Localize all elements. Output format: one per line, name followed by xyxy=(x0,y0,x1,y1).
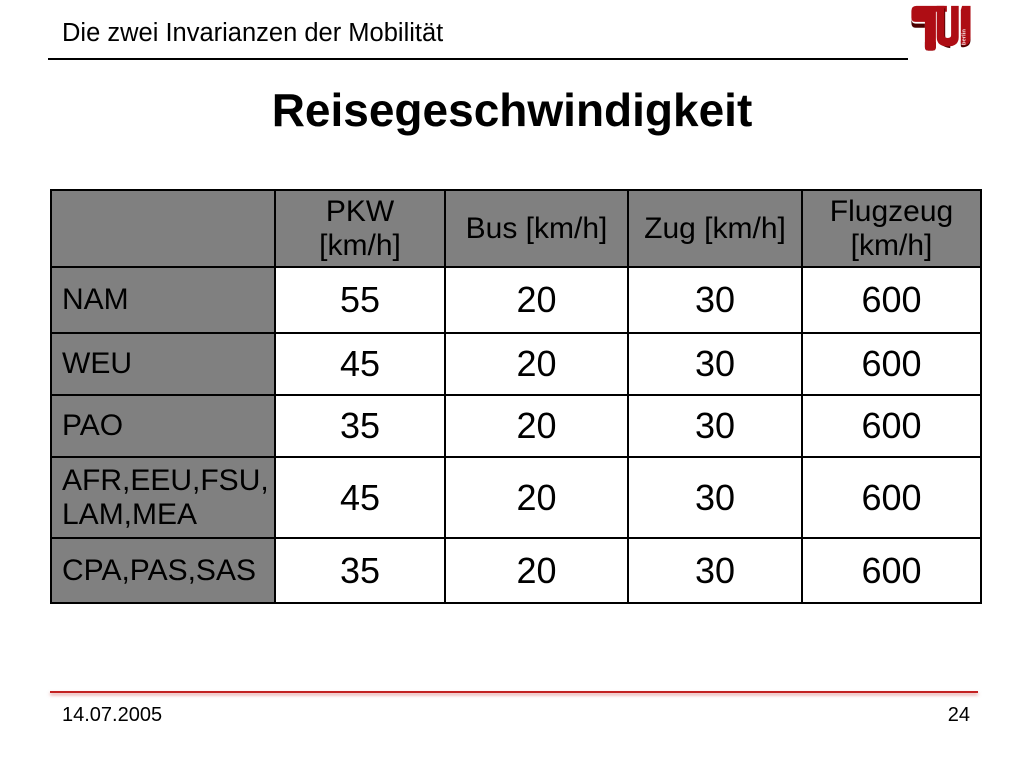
svg-text:berlin: berlin xyxy=(961,29,967,45)
